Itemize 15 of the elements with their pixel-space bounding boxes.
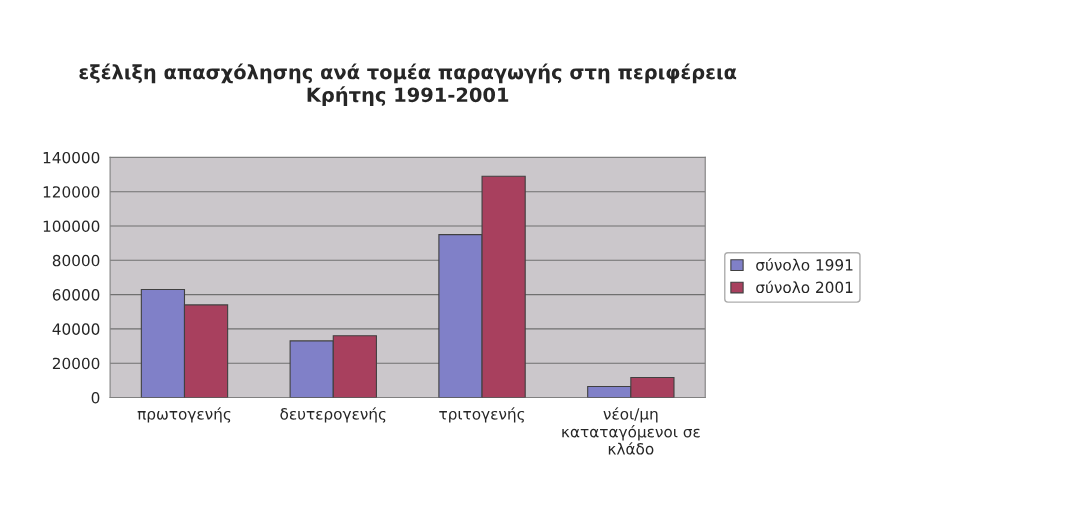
- legend-label: σύνολο 1991: [756, 258, 853, 271]
- chart-title: εξέλιξη απασχόλησης ανά τομέα παραγωγής στη περιφέρεια Κρήτης 1991-2001: [79, 63, 737, 106]
- x-tick-label: δευτερογενής: [280, 407, 386, 423]
- y-tick-label: 140000: [43, 151, 100, 164]
- y-tick-label: 40000: [52, 323, 100, 335]
- y-tick-label: 80000: [52, 254, 100, 267]
- x-tick-label: νέοι/μη καταταγόμενοι σε κλάδο: [562, 407, 700, 455]
- y-tick-label: 20000: [52, 357, 100, 370]
- x-tick-label: πρωτογενής: [137, 407, 231, 423]
- y-tick-label: 120000: [43, 186, 100, 198]
- y-tick-label: 60000: [52, 289, 100, 301]
- legend-label: σύνολο 2001: [756, 280, 853, 294]
- y-tick-label: 100000: [43, 220, 100, 233]
- x-tick-label: τριτογενής: [439, 407, 525, 423]
- y-tick-label: 0: [91, 391, 100, 404]
